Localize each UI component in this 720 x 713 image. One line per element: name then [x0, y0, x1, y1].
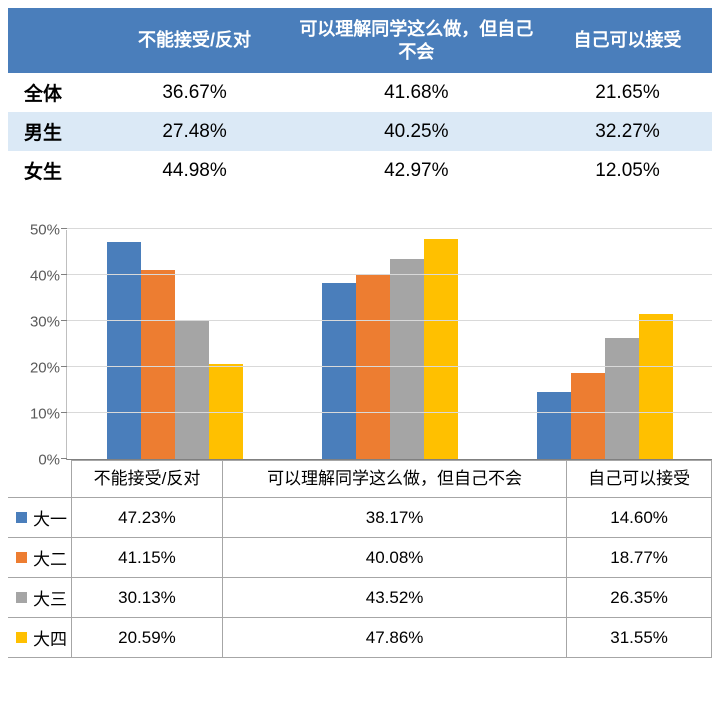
gender-table-row-label: 全体	[8, 73, 100, 112]
gender-table-corner	[8, 8, 100, 73]
gender-table-cell: 44.98%	[100, 151, 290, 190]
year-table-col-header: 自己可以接受	[567, 461, 712, 498]
page-container: 不能接受/反对可以理解同学这么做，但自己不会自己可以接受 全体36.67%41.…	[0, 0, 720, 666]
chart-ytick-label: 20%	[30, 360, 60, 377]
year-table-cell: 20.59%	[72, 618, 223, 658]
gender-table-cell: 12.05%	[543, 151, 712, 190]
chart-bar	[639, 314, 673, 459]
year-table-cell: 30.13%	[72, 578, 223, 618]
year-table-cell: 43.52%	[222, 578, 566, 618]
year-table-cell: 38.17%	[222, 498, 566, 538]
chart-ytick	[61, 412, 67, 413]
chart-ytick-label: 10%	[30, 406, 60, 423]
gender-table: 不能接受/反对可以理解同学这么做，但自己不会自己可以接受 全体36.67%41.…	[8, 8, 712, 190]
chart-bar-group	[67, 230, 282, 459]
chart-ytick-label: 40%	[30, 268, 60, 285]
chart-ytick	[61, 274, 67, 275]
chart-bar-group	[497, 230, 712, 459]
year-bar-chart: 0%10%20%30%40%50%	[8, 230, 712, 460]
gender-table-cell: 32.27%	[543, 112, 712, 151]
chart-ytick-label: 0%	[38, 452, 60, 469]
legend-label: 大三	[33, 590, 67, 609]
chart-gridline	[67, 320, 712, 321]
legend-label: 大一	[33, 510, 67, 529]
chart-gridline	[67, 228, 712, 229]
chart-ytick	[61, 320, 67, 321]
chart-gridline	[67, 412, 712, 413]
chart-bar	[537, 392, 571, 459]
chart-gridline	[67, 366, 712, 367]
year-table-cell: 14.60%	[567, 498, 712, 538]
year-table-cell: 18.77%	[567, 538, 712, 578]
gender-table-col-header: 不能接受/反对	[100, 8, 290, 73]
chart-ytick	[61, 228, 67, 229]
legend-label: 大二	[33, 550, 67, 569]
year-table-col-header: 可以理解同学这么做，但自己不会	[222, 461, 566, 498]
gender-table-row-label: 男生	[8, 112, 100, 151]
gender-table-col-header: 可以理解同学这么做，但自己不会	[290, 8, 543, 73]
year-table-cell: 40.08%	[222, 538, 566, 578]
legend-item: 大三	[8, 578, 72, 618]
chart-bar	[571, 373, 605, 459]
legend-item: 大一	[8, 498, 72, 538]
year-table-cell: 47.23%	[72, 498, 223, 538]
gender-table-cell: 27.48%	[100, 112, 290, 151]
chart-bar	[141, 270, 175, 459]
chart-bar	[322, 283, 356, 459]
gender-table-cell: 21.65%	[543, 73, 712, 112]
legend-swatch-icon	[16, 552, 27, 563]
year-table-cell: 47.86%	[222, 618, 566, 658]
chart-ytick	[61, 366, 67, 367]
chart-bar	[390, 259, 424, 459]
legend-item: 大二	[8, 538, 72, 578]
chart-y-axis: 0%10%20%30%40%50%	[8, 230, 66, 460]
year-table-cell: 26.35%	[567, 578, 712, 618]
year-table-cell: 31.55%	[567, 618, 712, 658]
chart-bar-group	[282, 230, 497, 459]
year-data-table: 不能接受/反对可以理解同学这么做，但自己不会自己可以接受 大一 47.23%38.…	[8, 460, 712, 658]
gender-table-row-label: 女生	[8, 151, 100, 190]
chart-plot-area	[66, 230, 712, 460]
chart-bar	[605, 338, 639, 459]
gender-table-cell: 42.97%	[290, 151, 543, 190]
gender-table-cell: 36.67%	[100, 73, 290, 112]
legend-item: 大四	[8, 618, 72, 658]
chart-ytick	[61, 458, 67, 459]
year-table-col-header: 不能接受/反对	[72, 461, 223, 498]
chart-bar	[424, 239, 458, 459]
legend-swatch-icon	[16, 592, 27, 603]
legend-label: 大四	[33, 630, 67, 649]
legend-swatch-icon	[16, 632, 27, 643]
gender-table-cell: 41.68%	[290, 73, 543, 112]
chart-ytick-label: 30%	[30, 314, 60, 331]
chart-bar	[175, 320, 209, 459]
legend-swatch-icon	[16, 512, 27, 523]
year-table-cell: 41.15%	[72, 538, 223, 578]
chart-ytick-label: 50%	[30, 222, 60, 239]
chart-gridline	[67, 274, 712, 275]
gender-table-col-header: 自己可以接受	[543, 8, 712, 73]
gender-table-cell: 40.25%	[290, 112, 543, 151]
